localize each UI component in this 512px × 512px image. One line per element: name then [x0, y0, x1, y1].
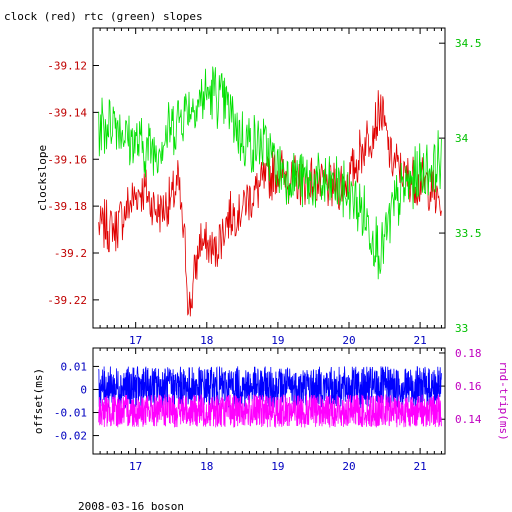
footer-text: 2008-03-16 boson: [78, 500, 184, 512]
upper-y2-tick-label: 34.5: [455, 37, 482, 50]
upper-series: [98, 66, 442, 317]
lower-x-tick-label: 20: [342, 460, 355, 473]
upper-y2-tick-label: 33: [455, 322, 468, 335]
upper-x-tick-label: 17: [129, 334, 142, 347]
upper-y-tick-label: -39.14: [47, 106, 87, 119]
lower-series-2-line: [98, 394, 442, 428]
lower-y2-axis-label: rnd-trip(ms): [497, 361, 510, 440]
lower-y2-tick-label: 0.14: [455, 413, 482, 426]
lower-x-tick-label: 19: [271, 460, 284, 473]
upper-y-tick-label: -39.16: [47, 153, 87, 166]
upper-y-tick-label: -39.18: [47, 200, 87, 213]
upper-y2-tick-label: 34: [455, 132, 469, 145]
lower-x-tick-label: 18: [200, 460, 213, 473]
upper-plot-frame: [92, 27, 446, 329]
upper-y-axis-label: clockslope: [36, 145, 49, 211]
lower-y-axis-label: offset(ms): [32, 368, 45, 434]
upper-x-tick-label: 19: [271, 334, 284, 347]
upper-panel: 17 18 19 20 21 -39.12 -39.14 -39.16 -39.18 -39.2 -…: [36, 27, 482, 347]
lower-x-tick-label: 21: [413, 460, 426, 473]
upper-x-tick-label: 20: [342, 334, 355, 347]
upper-y-tick-label: -39.22: [47, 294, 87, 307]
upper-axes: 17 18 19 20 21 -39.12 -39.14 -39.16 -39.18 -39.2 -…: [47, 28, 482, 347]
lower-panel: 17 18 19 20 21 0.01 0 -0.01 -0.02 0.18 0.16 0.14 of…: [32, 347, 510, 473]
lower-series: [98, 366, 442, 428]
upper-x-tick-label: 18: [200, 334, 213, 347]
upper-series-2-line: [98, 66, 442, 280]
lower-series-1-line: [98, 366, 442, 408]
lower-y-tick-label: 0.01: [61, 360, 88, 373]
upper-y2-tick-label: 33.5: [455, 227, 482, 240]
lower-y-tick-label: -0.01: [54, 407, 87, 420]
chart-title: clock (red) rtc (green) slopes: [4, 10, 203, 23]
upper-x-tick-label: 21: [413, 334, 426, 347]
lower-y2-tick-label: 0.16: [455, 380, 482, 393]
lower-y-tick-label: -0.02: [54, 430, 87, 443]
lower-y-tick-label: 0: [80, 383, 87, 396]
lower-axes: 17 18 19 20 21 0.01 0 -0.01 -0.02 0.18 0.16 0.14: [54, 347, 482, 473]
lower-plot-frame: [92, 347, 446, 455]
upper-series-1-line: [98, 90, 442, 317]
lower-x-tick-label: 17: [129, 460, 142, 473]
upper-y-tick-label: -39.12: [47, 60, 87, 73]
lower-y2-tick-label: 0.18: [455, 347, 482, 360]
upper-y-tick-label: -39.2: [54, 247, 87, 260]
